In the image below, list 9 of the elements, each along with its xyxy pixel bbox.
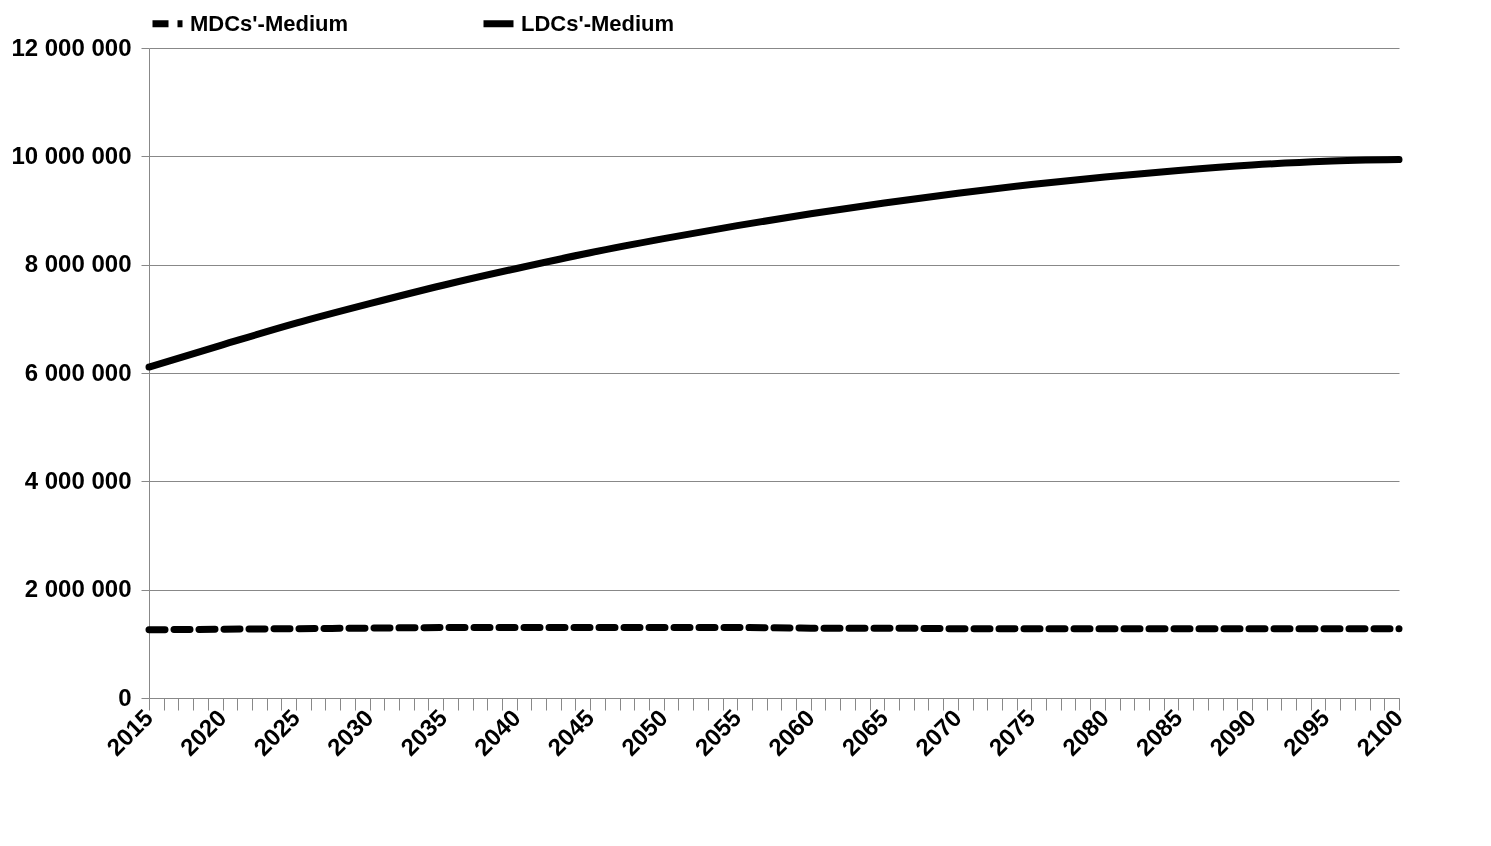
y-tick-label: 12 000 000 xyxy=(11,33,132,61)
y-tick-label: 0 xyxy=(118,683,132,711)
y-tick-label: 6 000 000 xyxy=(24,358,132,386)
y-tick-label: 2 000 000 xyxy=(24,575,132,603)
y-tick-label: 10 000 000 xyxy=(11,141,132,169)
y-tick-label: 8 000 000 xyxy=(24,250,132,278)
y-tick-label: 4 000 000 xyxy=(24,466,132,494)
legend-label: MDCs'-Medium xyxy=(190,10,349,36)
legend-label: LDCs'-Medium xyxy=(521,10,675,36)
